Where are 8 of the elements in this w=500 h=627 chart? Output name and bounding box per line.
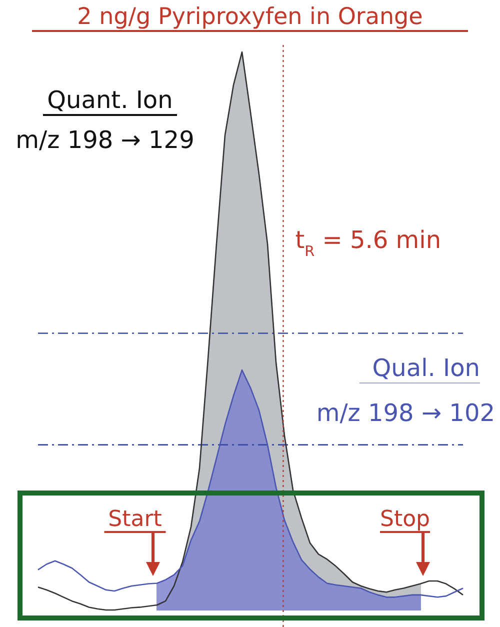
annotation: m/z 198 → 129 xyxy=(16,126,194,154)
text: Qual. Ion xyxy=(372,354,480,382)
annotation: Start xyxy=(108,507,162,532)
annotation: Stop xyxy=(380,507,430,532)
text: Quant. Ion xyxy=(47,86,173,114)
chart-title: 2 ng/g Pyriproxyfen in Orange xyxy=(77,4,423,30)
text: t$_{R}$ = 5.6 min xyxy=(295,226,442,260)
annotation: m/z 198 → 102 xyxy=(316,399,495,427)
